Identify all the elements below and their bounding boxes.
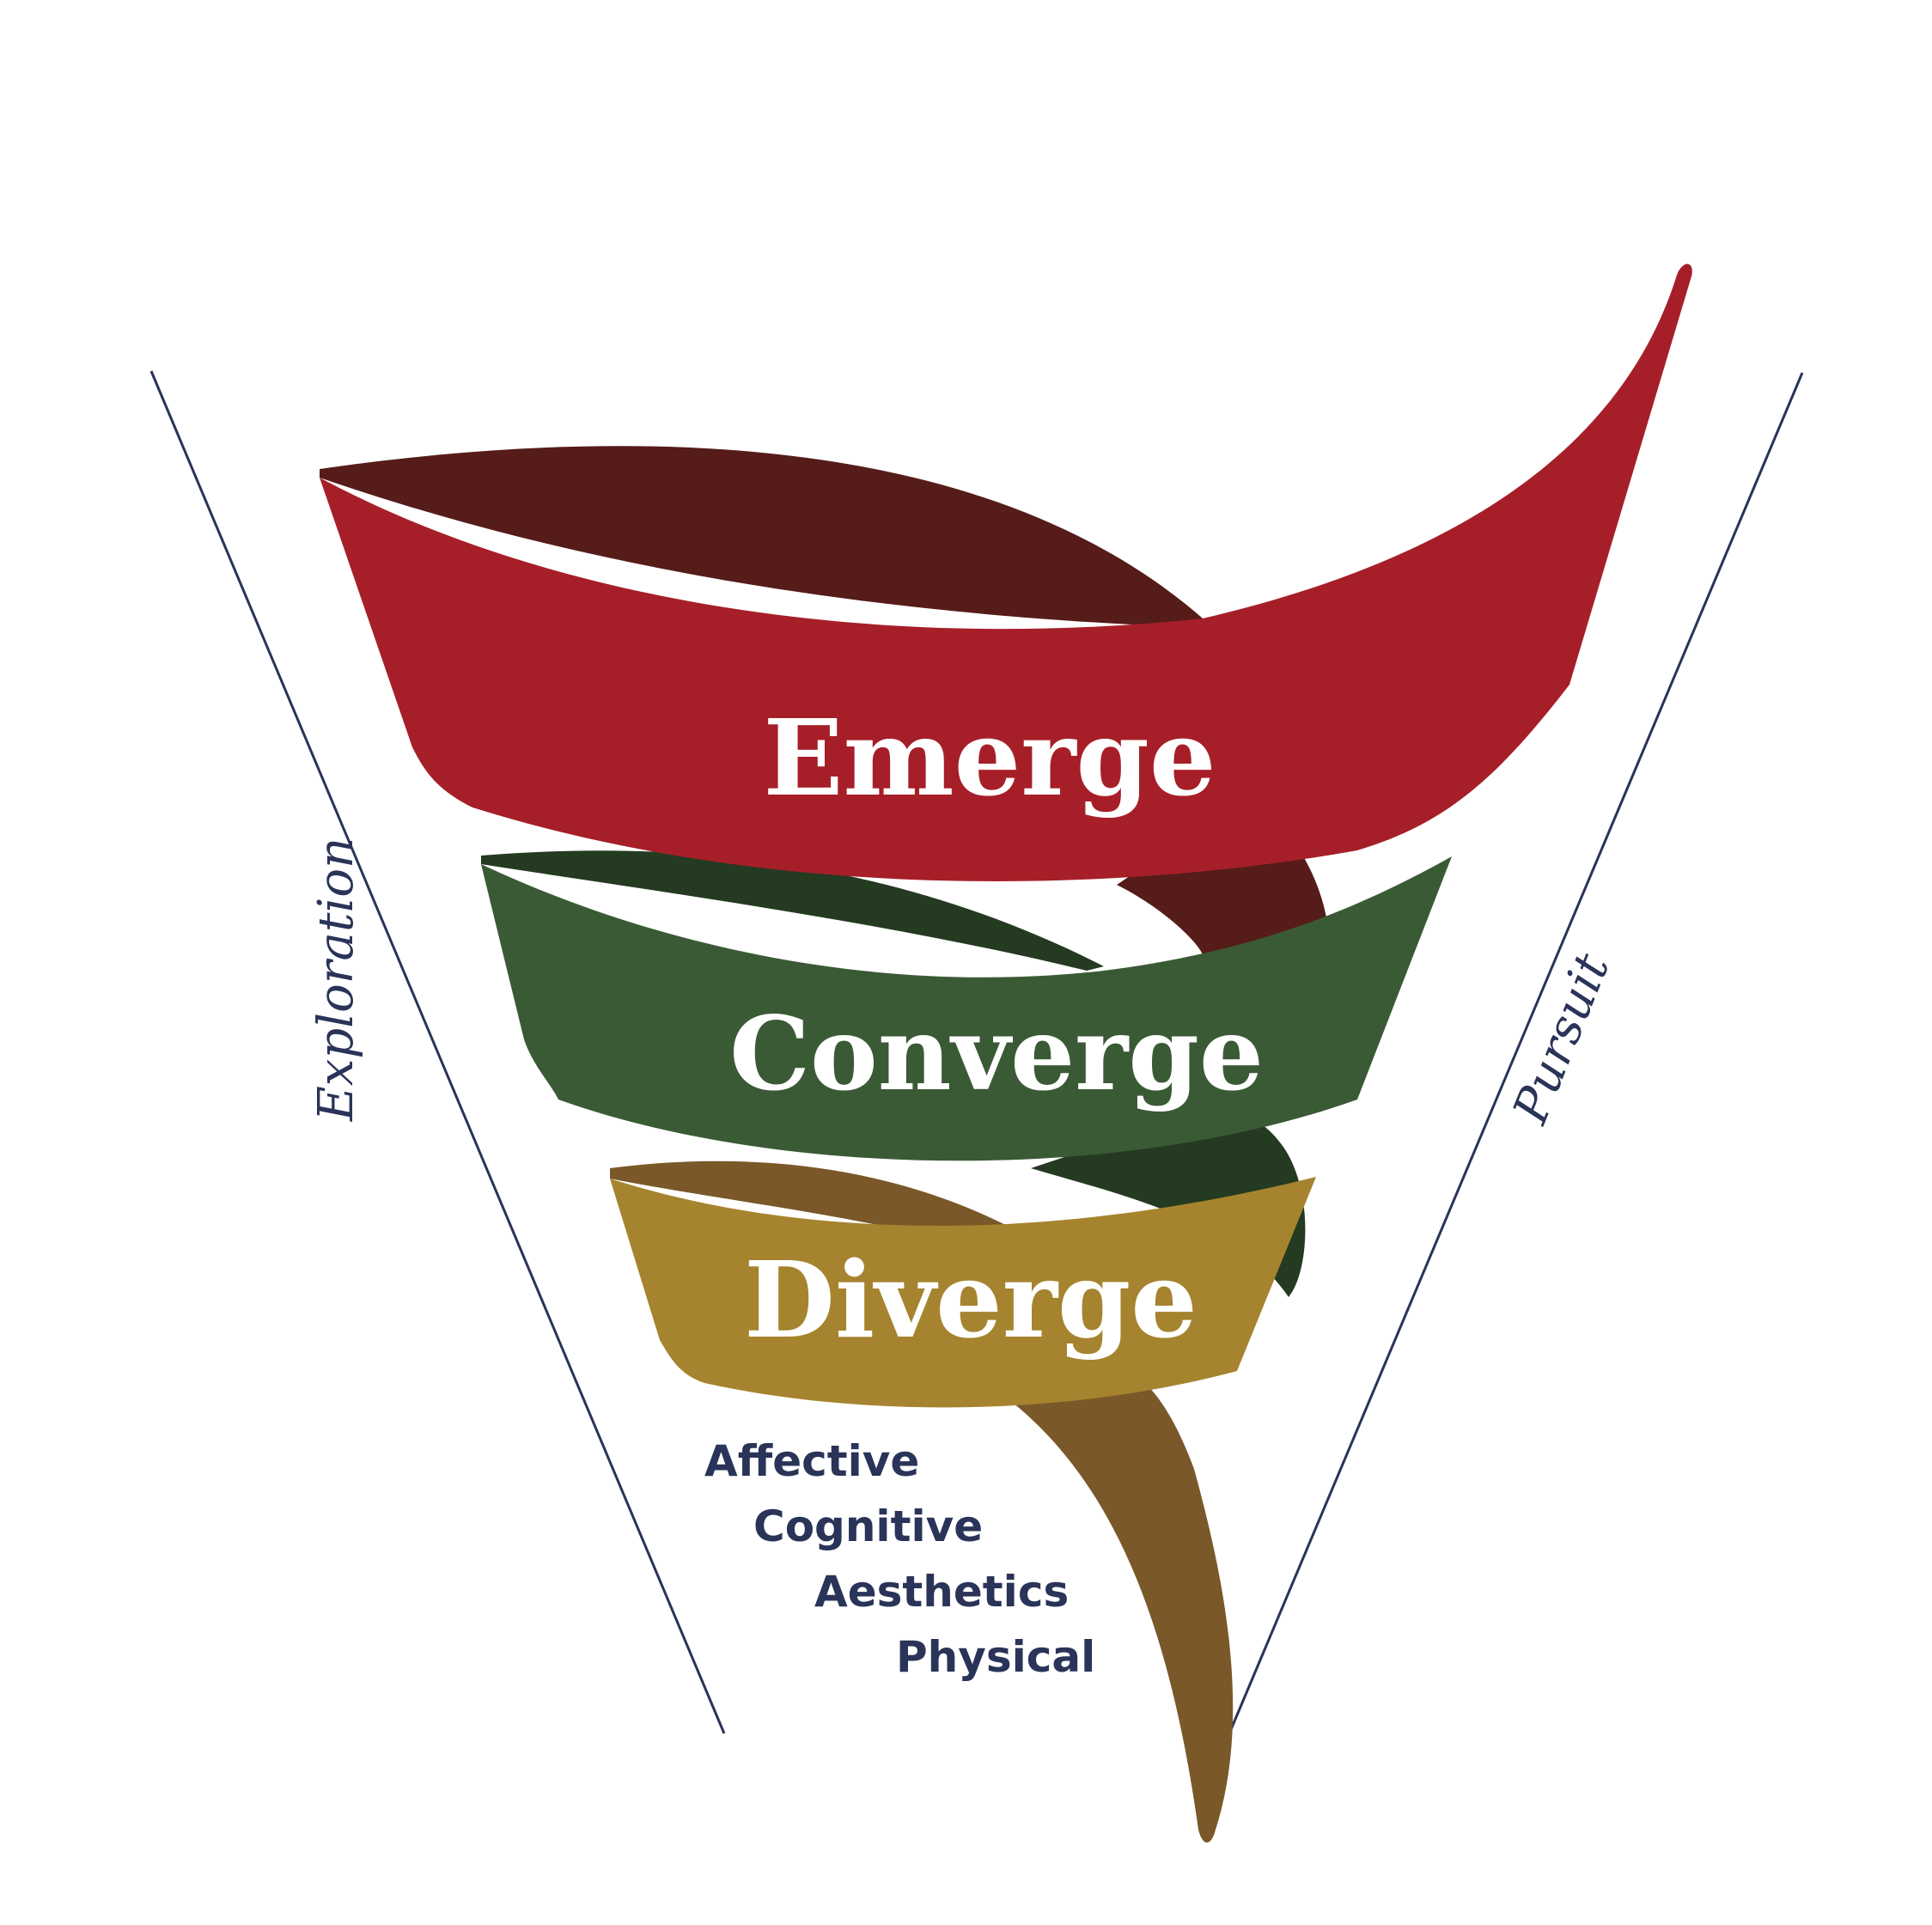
dimension-affective: Affective [704,1436,919,1486]
left-boundary-line [149,370,726,1734]
diverge-band [610,1177,1316,1408]
emerge-band-back [320,446,1203,627]
diverge-label: Diverge [744,1238,1198,1362]
right-boundary-line [1228,372,1804,1734]
converge-band [481,856,1452,1161]
converge-tail [1031,1112,1306,1297]
converge-label: Converge [729,994,1264,1113]
dimension-aesthetics: Aesthetics [814,1567,1069,1617]
exploration-label: Exploration [308,838,364,1122]
emerge-label: Emerge [764,696,1216,819]
converge-band-back [481,850,1104,971]
emerge-band [320,264,1692,881]
pursuit-label: Pursuit [1502,946,1621,1131]
dimension-cognitive: Cognitive [753,1502,983,1551]
diverge-tail [979,1374,1234,1843]
dimension-physical: Physical [896,1632,1095,1682]
